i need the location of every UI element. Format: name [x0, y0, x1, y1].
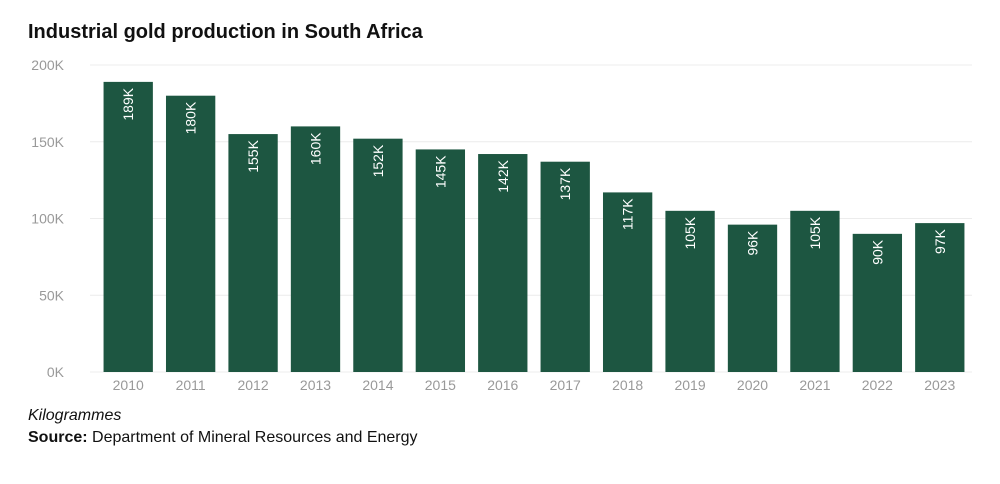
x-tick-label: 2023 [924, 377, 955, 393]
data-label: 105K [807, 216, 823, 249]
x-tick-label: 2022 [862, 377, 893, 393]
chart-footer: Kilogrammes Source: Department of Minera… [28, 405, 418, 449]
x-tick-label: 2014 [362, 377, 393, 393]
source-text: Department of Mineral Resources and Ener… [92, 429, 418, 446]
data-label: 142K [495, 159, 511, 192]
x-tick-label: 2021 [799, 377, 830, 393]
source-label: Source: [28, 429, 88, 446]
x-tick-label: 2018 [612, 377, 643, 393]
y-tick-label: 0K [47, 364, 65, 380]
y-tick-label: 100K [31, 211, 64, 227]
x-tick-label: 2016 [487, 377, 518, 393]
data-label: 117K [620, 198, 636, 230]
y-tick-label: 150K [31, 134, 64, 150]
y-tick-label: 200K [31, 57, 64, 73]
data-label: 96K [745, 230, 761, 256]
x-tick-label: 2015 [425, 377, 456, 393]
bar [727, 224, 778, 372]
bar [540, 161, 590, 372]
bar [665, 210, 715, 372]
bar [790, 210, 840, 372]
bar [103, 81, 153, 372]
x-tick-label: 2010 [113, 377, 144, 393]
data-label: 180K [183, 101, 199, 134]
unit-note: Kilogrammes [28, 407, 122, 424]
data-label: 105K [682, 216, 698, 249]
x-tick-label: 2012 [237, 377, 268, 393]
x-tick-label: 2019 [674, 377, 705, 393]
bar [602, 192, 653, 372]
x-tick-label: 2017 [550, 377, 581, 393]
bar [415, 149, 466, 372]
data-label: 90K [869, 239, 885, 265]
data-label: 155K [245, 139, 261, 172]
bar [165, 95, 216, 372]
x-tick-label: 2013 [300, 377, 331, 393]
data-label: 97K [932, 228, 948, 254]
chart-title: Industrial gold production in South Afri… [28, 21, 423, 43]
y-tick-label: 50K [39, 287, 65, 303]
x-tick-label: 2020 [737, 377, 768, 393]
data-label: 152K [370, 144, 386, 177]
bar [852, 233, 903, 372]
data-label: 145K [432, 155, 448, 188]
bar [290, 126, 341, 373]
source-line: Source: Department of Mineral Resources … [28, 427, 418, 449]
data-label: 137K [557, 167, 573, 200]
data-label: 160K [308, 132, 324, 165]
bar [228, 134, 278, 372]
bar [915, 223, 965, 372]
data-label: 189K [120, 87, 136, 120]
bar [478, 154, 528, 372]
bar [353, 138, 403, 372]
x-tick-label: 2011 [176, 377, 206, 393]
